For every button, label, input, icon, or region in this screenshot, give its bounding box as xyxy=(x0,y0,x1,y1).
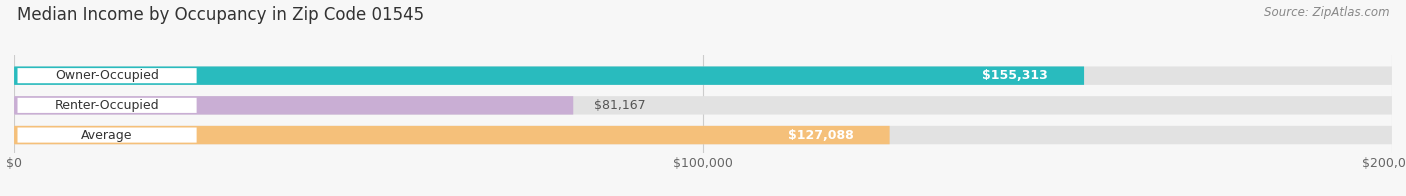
Text: Average: Average xyxy=(82,129,132,142)
FancyBboxPatch shape xyxy=(14,126,1392,144)
Text: $81,167: $81,167 xyxy=(593,99,645,112)
Text: Median Income by Occupancy in Zip Code 01545: Median Income by Occupancy in Zip Code 0… xyxy=(17,6,425,24)
FancyBboxPatch shape xyxy=(17,68,197,83)
FancyBboxPatch shape xyxy=(14,66,1084,85)
Text: Source: ZipAtlas.com: Source: ZipAtlas.com xyxy=(1264,6,1389,19)
Text: $155,313: $155,313 xyxy=(983,69,1047,82)
FancyBboxPatch shape xyxy=(14,96,574,115)
FancyBboxPatch shape xyxy=(759,128,883,143)
Text: $127,088: $127,088 xyxy=(787,129,853,142)
FancyBboxPatch shape xyxy=(14,126,890,144)
FancyBboxPatch shape xyxy=(953,68,1077,83)
FancyBboxPatch shape xyxy=(17,128,197,143)
FancyBboxPatch shape xyxy=(14,66,1392,85)
Text: Owner-Occupied: Owner-Occupied xyxy=(55,69,159,82)
FancyBboxPatch shape xyxy=(14,96,1392,115)
FancyBboxPatch shape xyxy=(17,98,197,113)
Text: Renter-Occupied: Renter-Occupied xyxy=(55,99,159,112)
